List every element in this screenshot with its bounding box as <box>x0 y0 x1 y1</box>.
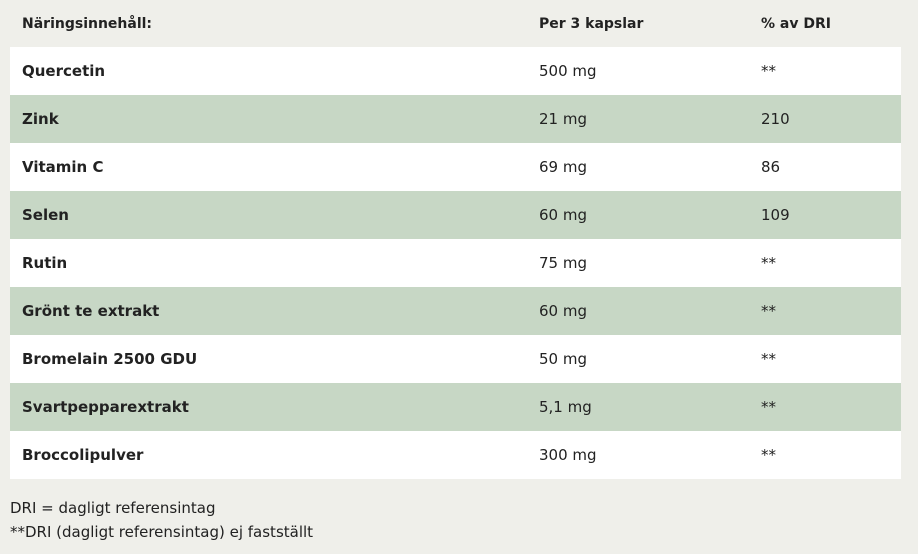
table-cell: ** <box>761 62 776 80</box>
table-cell: Bromelain 2500 GDU <box>22 350 198 368</box>
table-row: Svartpepparextrakt 5,1 mg ** <box>10 383 901 431</box>
table-cell: Zink <box>22 110 59 128</box>
table-row: Bromelain 2500 GDU 50 mg ** <box>10 335 901 383</box>
header-cell: Näringsinnehåll: <box>22 15 153 32</box>
table-cell: Svartpepparextrakt <box>22 398 189 416</box>
table-row: Vitamin C 69 mg 86 <box>10 143 901 191</box>
table-cell: 60 mg <box>539 206 587 224</box>
table-cell: Selen <box>22 206 69 224</box>
table-cell: 60 mg <box>539 302 587 320</box>
table-cell: 210 <box>761 110 790 128</box>
table-cell: ** <box>761 350 776 368</box>
table-cell: 69 mg <box>539 158 587 176</box>
table-cell: 109 <box>761 206 790 224</box>
table-cell: ** <box>761 302 776 320</box>
table-cell: Quercetin <box>22 62 106 80</box>
table-cell: 86 <box>761 158 781 176</box>
table-cell: Broccolipulver <box>22 446 144 464</box>
table-header: Näringsinnehåll: Per 3 kapslar % av DRI <box>10 0 901 47</box>
table-row: Rutin 75 mg ** <box>10 239 901 287</box>
nutrition-table: Näringsinnehåll: Per 3 kapslar % av DRI … <box>10 0 901 479</box>
table-row: Quercetin 500 mg ** <box>10 47 901 95</box>
table-row: Zink 21 mg 210 <box>10 95 901 143</box>
header-cell: % av DRI <box>761 15 831 32</box>
table-row: Selen 60 mg 109 <box>10 191 901 239</box>
note: DRI = dagligt referensintag <box>10 499 216 517</box>
table-cell: 75 mg <box>539 254 587 272</box>
table-cell: 5,1 mg <box>539 398 592 416</box>
table-cell: ** <box>761 446 776 464</box>
table-row: Grönt te extrakt 60 mg ** <box>10 287 901 335</box>
table-cell: Vitamin C <box>22 158 104 176</box>
table-cell: 300 mg <box>539 446 597 464</box>
table-cell: 500 mg <box>539 62 597 80</box>
note: **DRI (dagligt referensintag) ej faststä… <box>10 523 314 541</box>
header-cell: Per 3 kapslar <box>539 15 644 32</box>
notes: DRI = dagligt referensintag **DRI (dagli… <box>10 496 313 544</box>
table-cell: 50 mg <box>539 350 587 368</box>
table-cell: 21 mg <box>539 110 587 128</box>
table-cell: ** <box>761 254 776 272</box>
table-cell: Grönt te extrakt <box>22 302 160 320</box>
table-row: Broccolipulver 300 mg ** <box>10 431 901 479</box>
table-cell: ** <box>761 398 776 416</box>
table-cell: Rutin <box>22 254 68 272</box>
